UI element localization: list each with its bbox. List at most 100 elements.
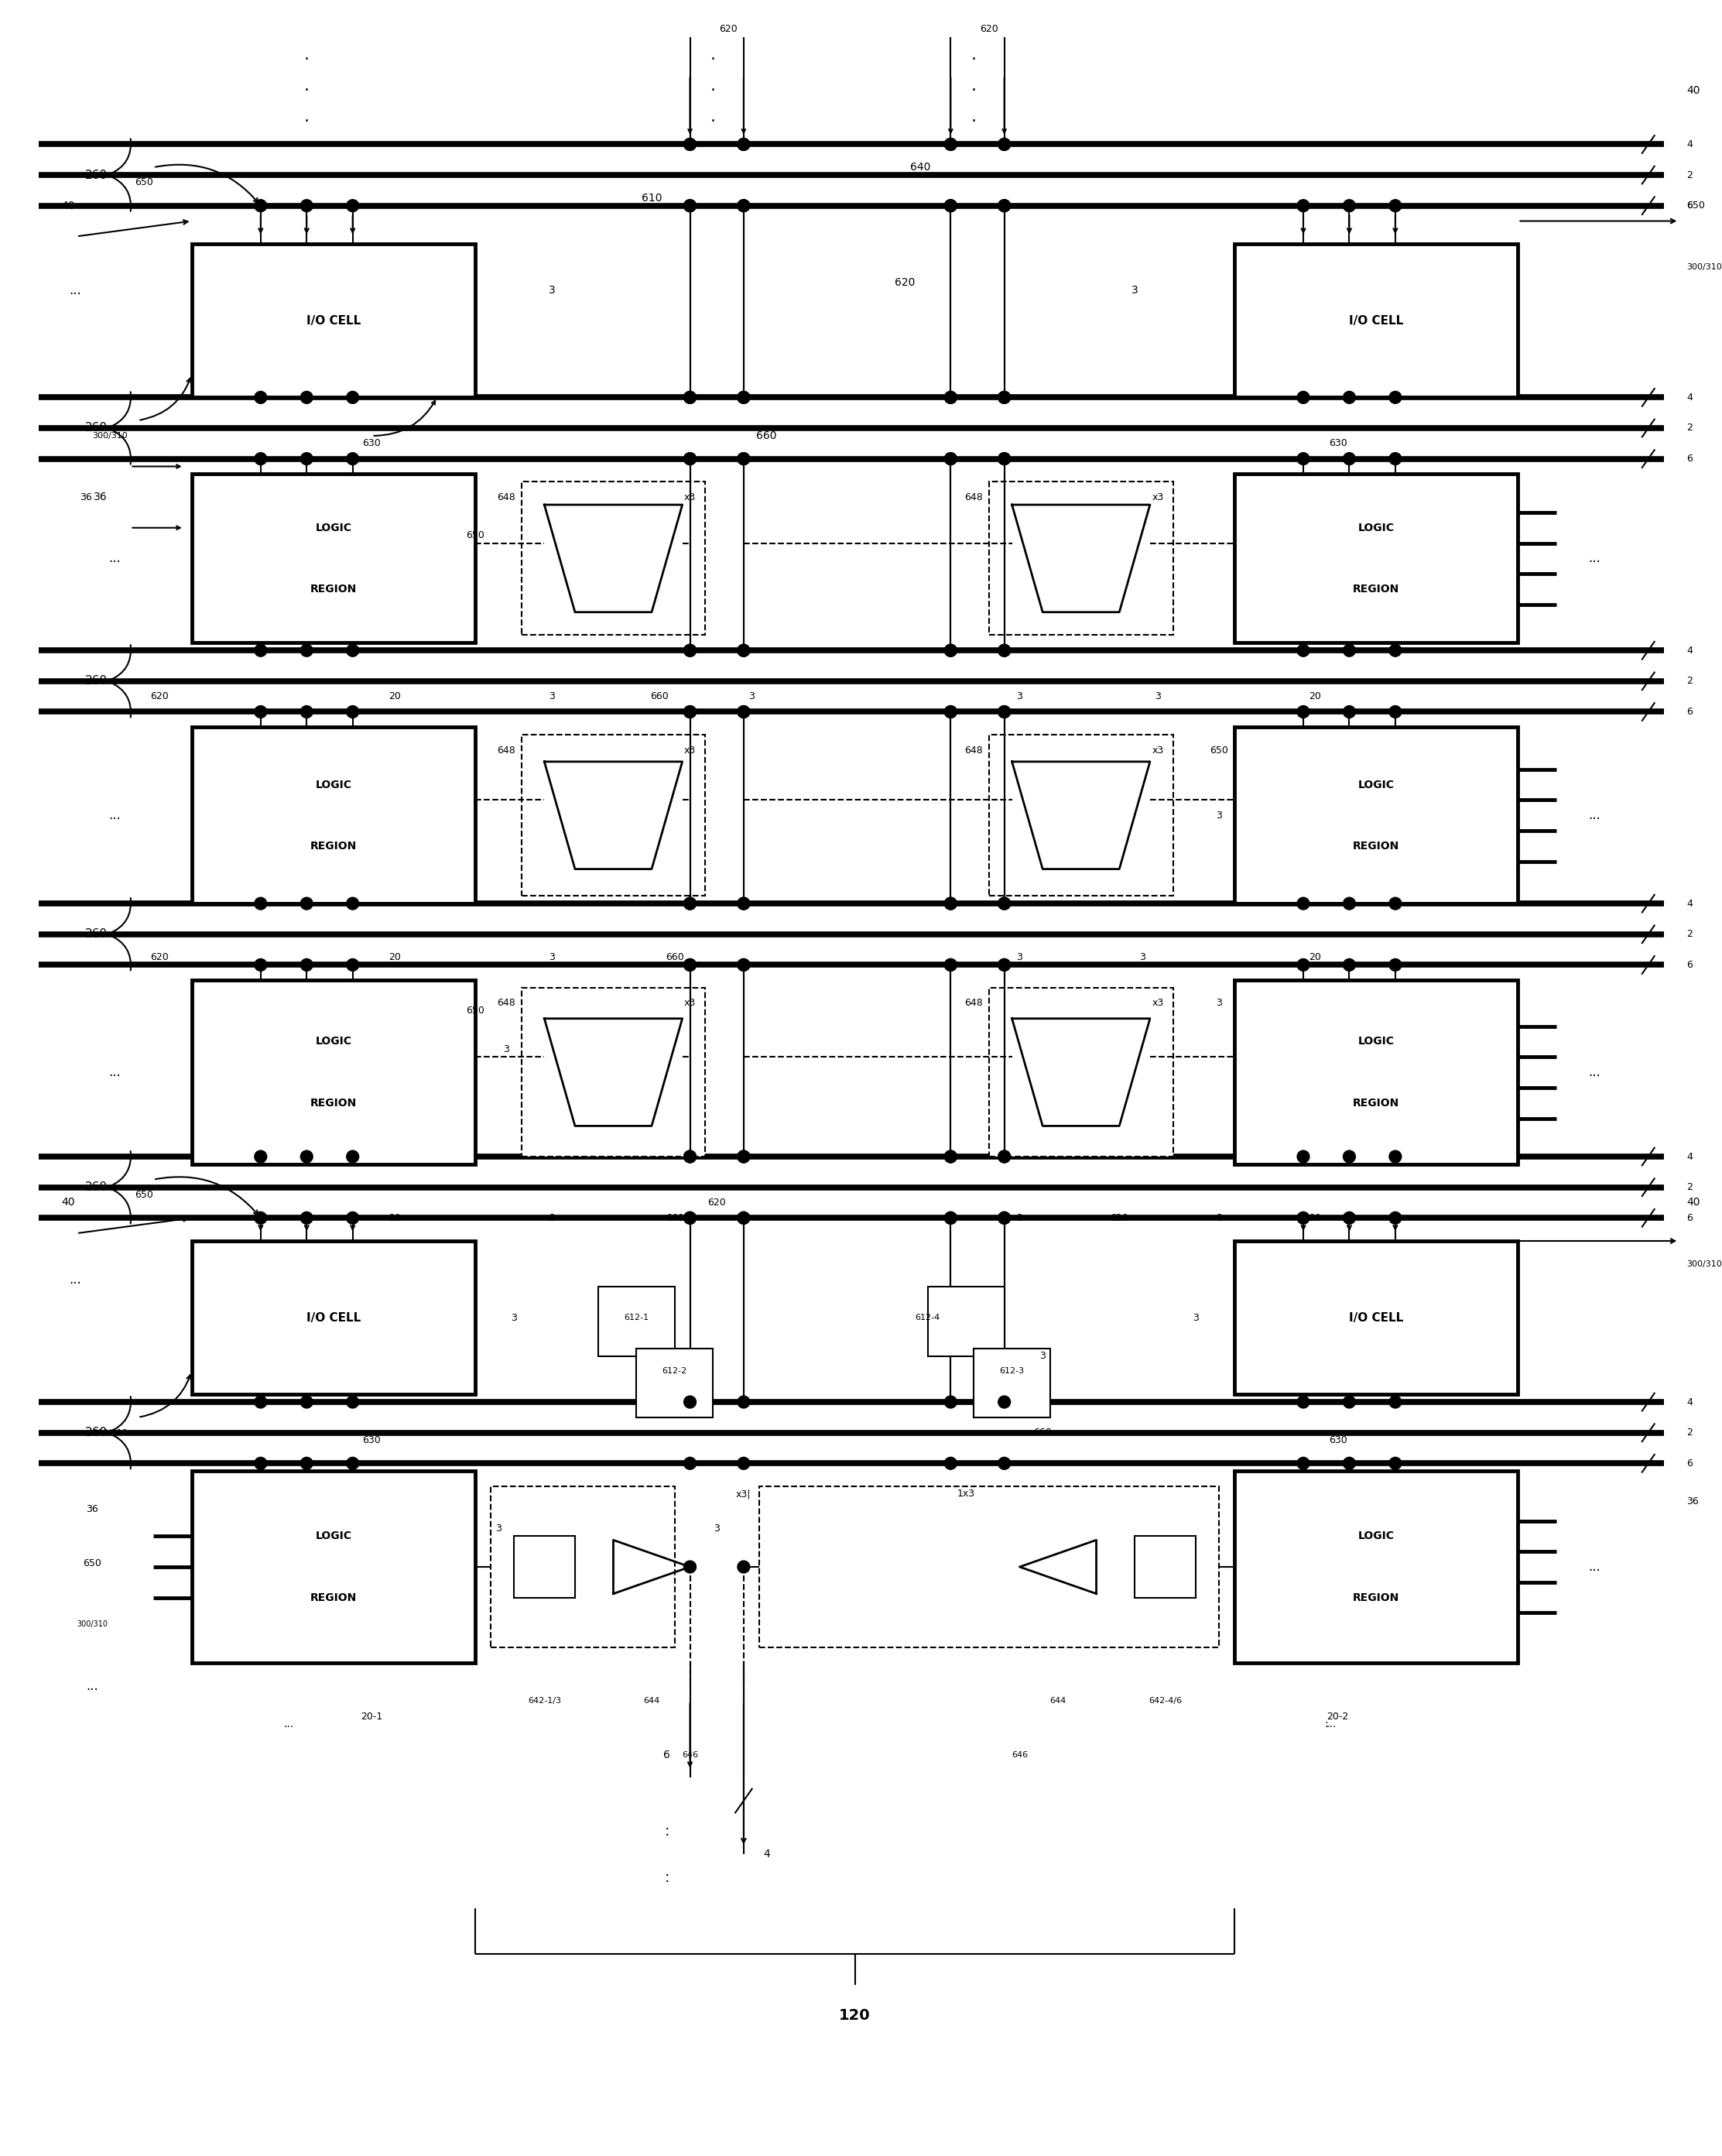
Text: 4: 4 bbox=[1686, 899, 1693, 908]
Circle shape bbox=[737, 705, 749, 718]
Circle shape bbox=[1343, 1395, 1355, 1408]
Circle shape bbox=[737, 1151, 749, 1162]
Circle shape bbox=[346, 645, 358, 658]
Bar bbox=[191, 244, 475, 397]
Circle shape bbox=[301, 1212, 313, 1225]
Circle shape bbox=[944, 1212, 957, 1225]
Text: ...: ... bbox=[1326, 1718, 1336, 1729]
Bar bbox=[988, 735, 1173, 897]
Text: 640: 640 bbox=[909, 162, 930, 172]
Text: 260: 260 bbox=[84, 168, 107, 181]
Text: 300/310: 300/310 bbox=[1686, 1259, 1722, 1268]
Circle shape bbox=[255, 1395, 267, 1408]
Text: 3: 3 bbox=[1131, 285, 1138, 295]
Text: x3: x3 bbox=[684, 746, 696, 755]
Text: 630: 630 bbox=[1329, 1436, 1347, 1445]
Circle shape bbox=[1343, 959, 1355, 970]
Circle shape bbox=[999, 897, 1011, 910]
Text: 3: 3 bbox=[549, 692, 554, 701]
Bar bbox=[1235, 727, 1519, 903]
Bar bbox=[988, 987, 1173, 1156]
Text: ...: ... bbox=[69, 282, 81, 298]
Text: 3: 3 bbox=[1016, 692, 1023, 701]
Text: 260: 260 bbox=[84, 1427, 107, 1438]
Text: REGION: REGION bbox=[310, 1097, 356, 1108]
Text: 3: 3 bbox=[715, 1524, 720, 1533]
Text: 20-1: 20-1 bbox=[362, 1712, 382, 1720]
Text: 40: 40 bbox=[1686, 1197, 1700, 1207]
Circle shape bbox=[255, 959, 267, 970]
Text: 648: 648 bbox=[498, 998, 515, 1009]
Text: ·: · bbox=[305, 52, 310, 67]
Circle shape bbox=[1343, 453, 1355, 466]
Bar bbox=[522, 987, 706, 1156]
Circle shape bbox=[255, 645, 267, 658]
Circle shape bbox=[944, 1212, 957, 1225]
Circle shape bbox=[684, 705, 696, 718]
Bar bbox=[1235, 474, 1519, 642]
Text: I/O CELL: I/O CELL bbox=[1348, 315, 1403, 326]
Circle shape bbox=[999, 390, 1011, 403]
Text: 630: 630 bbox=[363, 1436, 381, 1445]
Circle shape bbox=[737, 705, 749, 718]
Text: 650: 650 bbox=[1686, 201, 1705, 211]
Circle shape bbox=[346, 1212, 358, 1225]
Circle shape bbox=[1343, 645, 1355, 658]
Text: 3: 3 bbox=[1216, 1214, 1223, 1222]
Circle shape bbox=[944, 705, 957, 718]
Text: 3: 3 bbox=[1193, 1313, 1199, 1322]
Circle shape bbox=[1297, 705, 1309, 718]
Circle shape bbox=[684, 138, 696, 151]
Text: 660: 660 bbox=[651, 692, 668, 701]
Text: ·: · bbox=[971, 52, 976, 67]
Circle shape bbox=[737, 645, 749, 658]
Circle shape bbox=[944, 390, 957, 403]
Circle shape bbox=[999, 959, 1011, 970]
Text: 20: 20 bbox=[1309, 1214, 1321, 1222]
Circle shape bbox=[1297, 897, 1309, 910]
Text: ...: ... bbox=[86, 1680, 98, 1692]
Circle shape bbox=[999, 1212, 1011, 1225]
Circle shape bbox=[346, 897, 358, 910]
Circle shape bbox=[999, 201, 1011, 211]
Text: 36: 36 bbox=[93, 492, 107, 502]
Text: ...: ... bbox=[108, 1065, 121, 1080]
Text: 260: 260 bbox=[84, 929, 107, 940]
Circle shape bbox=[1343, 897, 1355, 910]
Text: ·: · bbox=[709, 114, 716, 129]
Text: 36: 36 bbox=[86, 1505, 98, 1514]
Bar bbox=[522, 481, 706, 636]
Text: 610: 610 bbox=[641, 192, 661, 203]
Circle shape bbox=[684, 1457, 696, 1470]
Circle shape bbox=[737, 1151, 749, 1162]
Bar bbox=[191, 727, 475, 903]
Circle shape bbox=[684, 453, 696, 466]
Text: 620: 620 bbox=[150, 953, 169, 962]
Circle shape bbox=[1390, 1395, 1402, 1408]
Text: 650: 650 bbox=[134, 1190, 153, 1201]
Text: 630: 630 bbox=[1329, 438, 1347, 448]
Circle shape bbox=[684, 645, 696, 658]
Circle shape bbox=[684, 1395, 696, 1408]
Text: 620: 620 bbox=[720, 24, 737, 34]
Circle shape bbox=[684, 453, 696, 466]
Text: 2: 2 bbox=[1686, 677, 1693, 686]
Text: 20: 20 bbox=[1309, 953, 1321, 962]
Circle shape bbox=[1297, 645, 1309, 658]
Text: 650: 650 bbox=[1211, 746, 1228, 755]
Circle shape bbox=[1343, 1212, 1355, 1225]
Text: REGION: REGION bbox=[1353, 1097, 1400, 1108]
Polygon shape bbox=[544, 505, 682, 612]
Circle shape bbox=[999, 1151, 1011, 1162]
Text: 3: 3 bbox=[503, 1044, 510, 1054]
Circle shape bbox=[944, 897, 957, 910]
Text: 3: 3 bbox=[1140, 953, 1145, 962]
Circle shape bbox=[944, 453, 957, 466]
Text: 40: 40 bbox=[1686, 86, 1700, 97]
Circle shape bbox=[301, 1395, 313, 1408]
Circle shape bbox=[301, 390, 313, 403]
Text: 646: 646 bbox=[1011, 1751, 1028, 1759]
Bar bbox=[973, 1348, 1050, 1416]
Text: LOGIC: LOGIC bbox=[1359, 1037, 1395, 1048]
Circle shape bbox=[1297, 201, 1309, 211]
